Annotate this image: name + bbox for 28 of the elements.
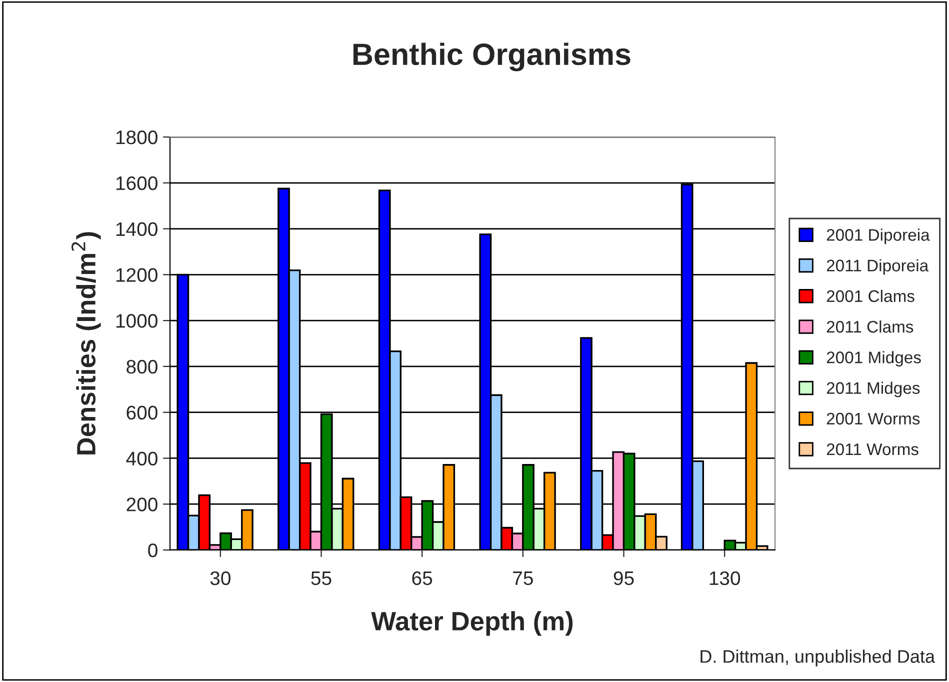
legend-label: 2001 Clams — [826, 290, 914, 302]
x-tick-label: 130 — [710, 571, 740, 586]
y-tick-label: 600 — [126, 406, 158, 420]
y-tick-label: 400 — [126, 452, 158, 466]
text: D. Dittman, unpublished Data — [700, 650, 936, 666]
legend-label: 2011 Clams — [826, 320, 914, 333]
legend-label: 2001 Worms — [826, 412, 920, 425]
x-axis-title: Water Depth (m) — [371, 611, 573, 636]
legend-label: 2011 Diporeia — [826, 259, 929, 275]
x-tick-label: 75 — [513, 572, 533, 586]
legend-label: 2001 Diporeia — [826, 228, 930, 244]
y-tick-label: 800 — [126, 360, 158, 374]
y-tick-label: 1600 — [116, 176, 158, 190]
y-tick-label: 1200 — [116, 268, 158, 282]
y-tick-label: 200 — [126, 498, 158, 512]
legend-label: 2011 Midges — [826, 382, 920, 398]
x-tick-label: 65 — [412, 571, 432, 586]
y-tick-label: 1800 — [116, 130, 158, 144]
chart-title: Benthic Organisms — [353, 42, 630, 72]
x-tick-label: 95 — [614, 571, 634, 586]
y-tick-label: 1000 — [116, 314, 158, 328]
x-tick-label: 55 — [311, 572, 332, 586]
y-axis-title: Densities (Ind/m$^{2}$) — [72, 232, 101, 454]
legend-label: 2001 Midges — [826, 351, 921, 367]
y-tick-label: 0 — [148, 543, 158, 558]
legend-label: 2011 Worms — [826, 443, 918, 456]
y-tick-label: 1400 — [116, 222, 158, 236]
x-tick-label: 30 — [210, 571, 230, 586]
